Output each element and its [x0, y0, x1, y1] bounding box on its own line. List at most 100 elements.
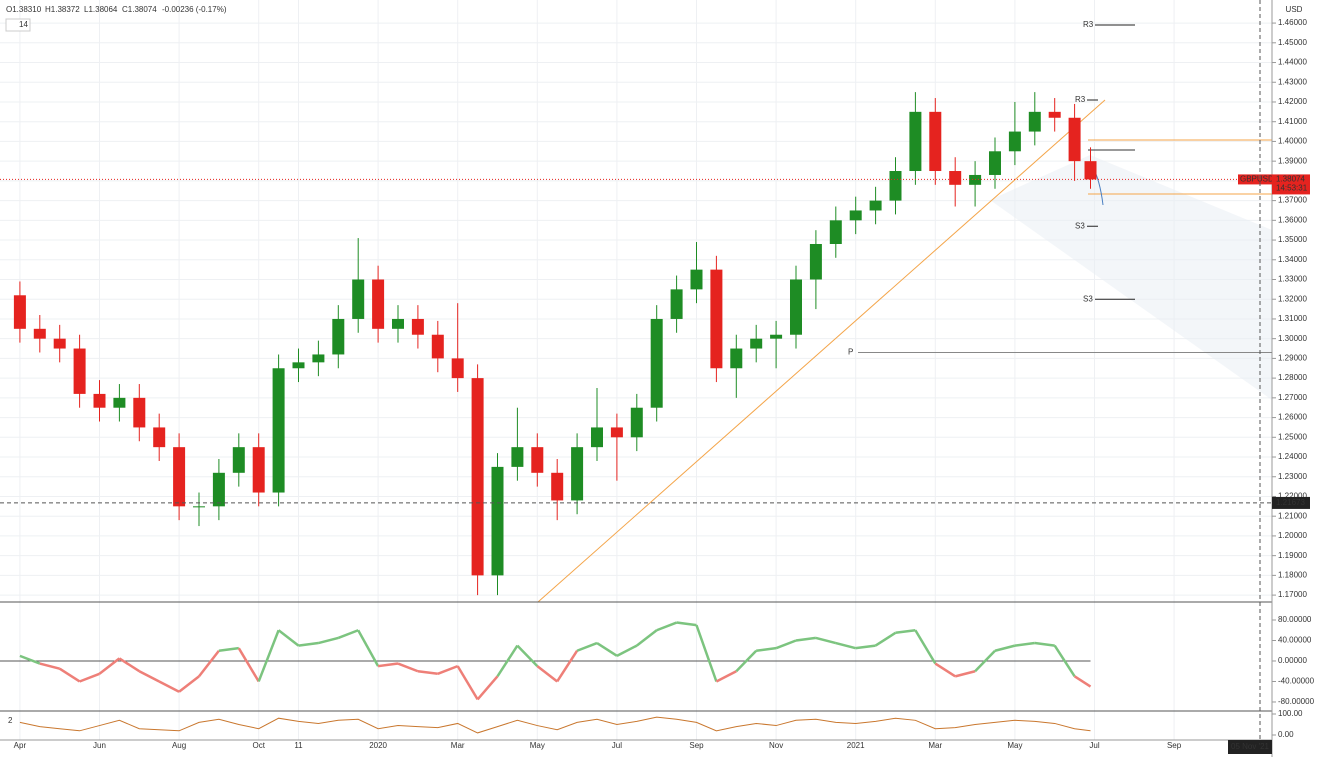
- candle-body: [849, 210, 862, 221]
- candle-body: [909, 111, 922, 172]
- oscillator-segment: [496, 644, 519, 678]
- x-tick-label: Sep: [689, 741, 704, 750]
- candle-body: [491, 466, 504, 576]
- pivot-label: S3: [1075, 221, 1085, 230]
- candle-body: [372, 279, 385, 329]
- oscillator-segment: [994, 644, 1016, 652]
- candle-body: [630, 407, 643, 438]
- crosshair-price-label: 1.21673: [1276, 498, 1305, 507]
- y-tick-label: 1.21000: [1278, 511, 1307, 520]
- candle-body: [292, 362, 305, 369]
- oscillator-segment: [437, 664, 459, 675]
- y-tick-label: 100.00: [1278, 709, 1303, 718]
- candle-body: [153, 427, 166, 448]
- oscillator-segment: [357, 629, 380, 667]
- candle-body: [750, 338, 763, 349]
- crosshair-price-tag: [1272, 496, 1310, 509]
- oscillator-segment: [795, 636, 817, 642]
- osc2-label: 2: [8, 716, 13, 725]
- x-tick-label: Mar: [451, 741, 465, 750]
- candle-body: [1068, 117, 1081, 162]
- candle-body: [192, 506, 205, 508]
- candle-body: [571, 447, 584, 501]
- y-tick-label: 1.46000: [1278, 18, 1307, 27]
- oscillator-segment: [516, 644, 539, 667]
- pivot-label: S3: [1083, 294, 1093, 303]
- candle-body: [730, 348, 743, 369]
- y-tick-label: 1.24000: [1278, 452, 1307, 461]
- oscillator-segment: [19, 654, 41, 665]
- x-tick-label: 11: [294, 741, 303, 750]
- candle-body: [232, 447, 245, 473]
- oscillator-segment: [756, 646, 777, 652]
- oscillator-segment: [298, 641, 319, 647]
- y-tick-label: 1.39000: [1278, 156, 1307, 165]
- drawings: [537, 99, 1272, 602]
- oscillator-segment: [118, 657, 140, 673]
- oscillator-segment: [476, 675, 499, 701]
- y-tick-label: 1.45000: [1278, 38, 1307, 47]
- oscillator-segment: [835, 641, 857, 650]
- oscillator-segment: [1034, 641, 1055, 647]
- x-tick-label: 2020: [369, 741, 387, 750]
- oscillator-segment: [417, 669, 438, 676]
- oscillator-segment: [715, 670, 737, 683]
- oscillator2-line: [19, 716, 1091, 734]
- pivot-label: R3: [1083, 20, 1094, 29]
- symbol-tag: [1238, 174, 1272, 185]
- candle-body: [1084, 161, 1097, 180]
- candle-body: [33, 328, 46, 339]
- x-tick-label: Sep: [1167, 741, 1182, 750]
- oscillator-segment: [815, 636, 837, 645]
- candle-body: [690, 269, 703, 290]
- candle-body: [431, 334, 444, 359]
- oscillator-segment: [1053, 644, 1076, 678]
- y-tick-label: -80.00000: [1278, 697, 1315, 706]
- candle-body: [93, 393, 106, 408]
- oscillator-segment: [874, 631, 897, 647]
- candle-body: [312, 354, 325, 363]
- oscillator-segment: [576, 641, 598, 652]
- candle-body: [670, 289, 683, 319]
- symbol-label: GBPUSD: [1240, 175, 1274, 184]
- oscillator-segment: [954, 670, 976, 678]
- oscillator-segment: [735, 649, 758, 673]
- candle-body: [710, 269, 723, 369]
- oscillator-segment: [218, 646, 239, 652]
- candle-body: [133, 397, 146, 428]
- last-price-label: 1.38074: [1276, 175, 1305, 184]
- y-tick-label: 40.00000: [1278, 636, 1312, 645]
- pivot-label: P: [848, 348, 853, 357]
- candles: [13, 92, 1097, 596]
- oscillator-segment: [1073, 675, 1092, 688]
- oscillator-segment: [914, 629, 937, 665]
- oscillator-segment: [237, 647, 260, 683]
- candle-body: [610, 427, 623, 438]
- x-tick-label: Jul: [1089, 741, 1099, 750]
- channel: [990, 155, 1272, 400]
- candle-body: [650, 318, 663, 408]
- oscillator-segment: [158, 680, 180, 693]
- crosshair-date-label: 05 Nov '21: [1231, 742, 1270, 751]
- oscillator-segment: [377, 662, 399, 668]
- oscillator-segment: [337, 629, 359, 640]
- oscillator-segment: [934, 662, 956, 678]
- candle-body: [829, 220, 842, 244]
- oscillator-segment: [695, 624, 718, 682]
- x-tick-label: Jun: [93, 741, 106, 750]
- y-tick-label: 1.44000: [1278, 58, 1307, 67]
- oscillator-segment: [636, 629, 658, 647]
- oscillator-segment: [775, 639, 797, 650]
- y-tick-label: 1.29000: [1278, 354, 1307, 363]
- candle-body: [869, 200, 882, 211]
- oscillator-segment: [536, 665, 558, 683]
- oscillator-segment: [895, 628, 916, 635]
- y-tick-label: 1.23000: [1278, 472, 1307, 481]
- indicator-badge[interactable]: [5, 18, 31, 32]
- candle-body: [332, 318, 345, 355]
- y-tick-label: 1.33000: [1278, 275, 1307, 284]
- x-tick-label: May: [1007, 741, 1022, 750]
- oscillator-segment: [138, 670, 160, 683]
- oscillator-segment: [277, 629, 300, 647]
